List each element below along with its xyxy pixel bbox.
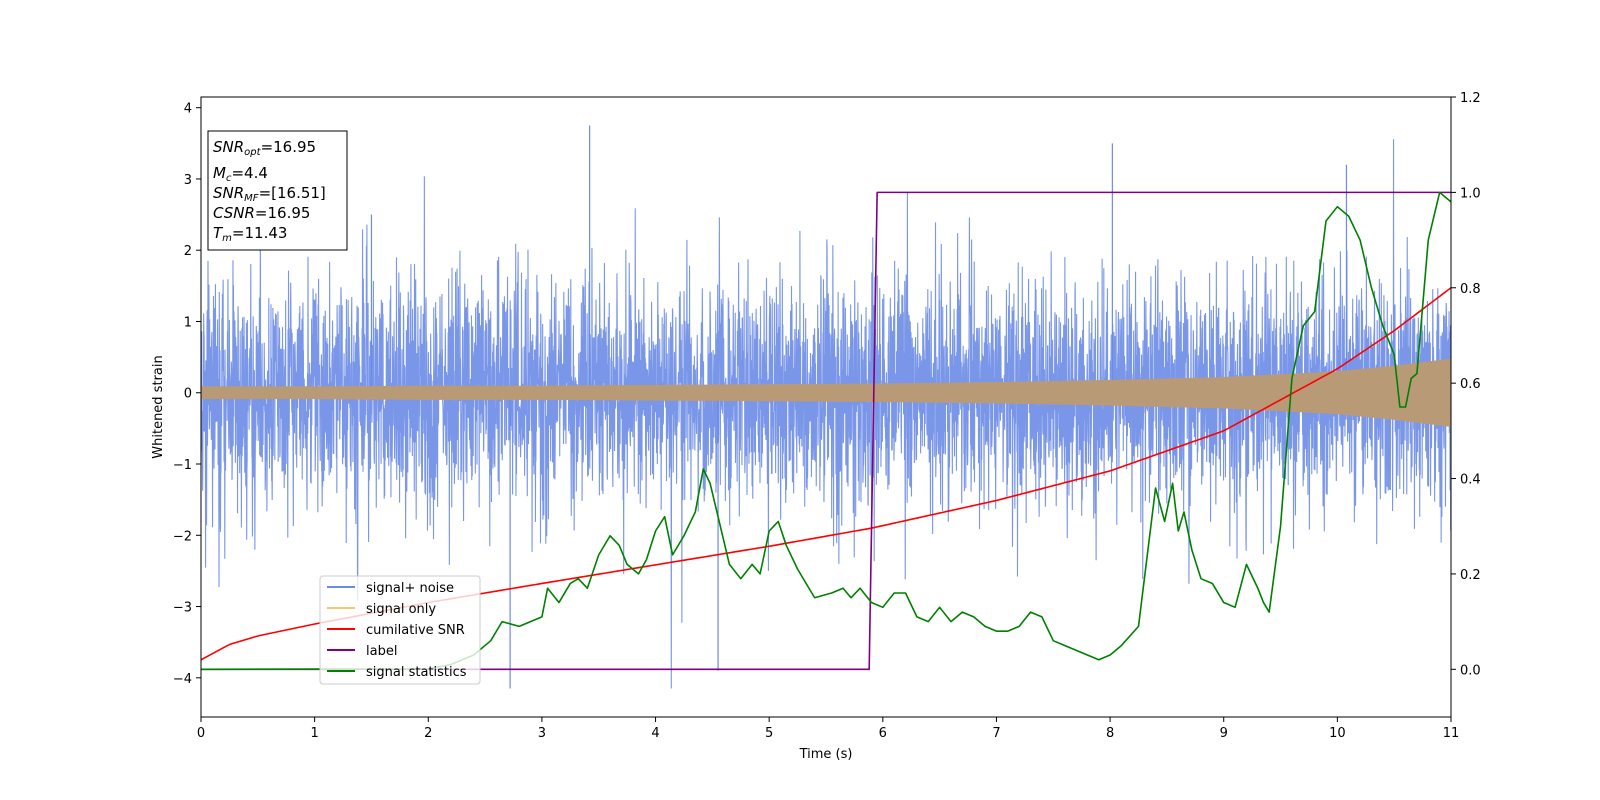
series-signal-statistics [201,191,1451,671]
x-tick-label-1: 1 [310,726,318,741]
plot-frame [200,96,1452,718]
x-tick-label-7: 7 [992,726,1000,741]
legend-label-signal-statistics: signal statistics [366,665,467,680]
y-right-tick-label-1: 1.0 [1460,186,1481,201]
x-tick-label-4: 4 [651,726,659,741]
y-left-tick-label-4: 4 [184,102,192,117]
series-label [201,191,1451,671]
y-axis-label: Whitened strain [151,355,166,458]
legend-label-signal-noise: signal+ noise [366,581,454,596]
info-csnr: CSNR=16.95 [213,204,310,222]
y-right-tick-label-0.8: 0.8 [1460,282,1481,297]
info-snr-mf: SNRMF=[16.51] [213,184,326,204]
y-right-tick-label-0: 0.0 [1460,663,1481,678]
y-right-tick-label-0.6: 0.6 [1460,377,1481,392]
series-signal-only [201,358,1451,427]
ticks-layer: 0 1 2 3 4 5 6 7 8 9 10 11 −4 −3 −2 −1 0 1 2 3 4 0.0 0.2 0.4 0.6 0… [173,91,1481,741]
y-left-tick-label--4: −4 [173,672,192,687]
y-left-tick-label--1: −1 [173,458,192,473]
info-snr-opt: SNRopt=16.95 [213,138,316,158]
y-left-tick-label-2: 2 [184,244,192,259]
x-axis-label: Time (s) [799,747,853,762]
y-right-tick-label-0.2: 0.2 [1460,568,1481,583]
x-tick-label-5: 5 [765,726,773,741]
legend: signal+ noise signal only cumilative SNR… [319,575,481,685]
x-tick-label-6: 6 [879,726,887,741]
x-tick-label-10: 10 [1329,726,1346,741]
y-left-tick-label-0: 0 [184,387,192,402]
legend-label-label: label [366,644,397,659]
y-left-tick-label-1: 1 [184,315,192,330]
y-right-tick-label-1.2: 1.2 [1460,91,1481,106]
x-tick-label-3: 3 [538,726,546,741]
info-chirp-mass: Mc=4.4 [213,164,268,184]
y-left-tick-label-3: 3 [184,173,192,188]
x-tick-label-11: 11 [1443,726,1460,741]
info-box-frame [207,130,348,251]
legend-label-cumulative-snr: cumilative SNR [366,623,465,638]
y-left-tick-label--2: −2 [173,529,192,544]
y-left-tick-label--3: −3 [173,601,192,616]
info-tm: Tm=11.43 [213,224,287,244]
y-right-tick-label-0.4: 0.4 [1460,473,1481,488]
x-tick-label-2: 2 [424,726,432,741]
x-tick-label-9: 9 [1220,726,1228,741]
legend-frame [319,575,481,685]
legend-label-signal-only: signal only [366,602,436,617]
x-tick-label-0: 0 [197,726,205,741]
x-tick-label-8: 8 [1106,726,1114,741]
info-annotation-box: SNRopt=16.95 Mc=4.4 SNRMF=[16.51] CSNR=1… [207,130,348,251]
